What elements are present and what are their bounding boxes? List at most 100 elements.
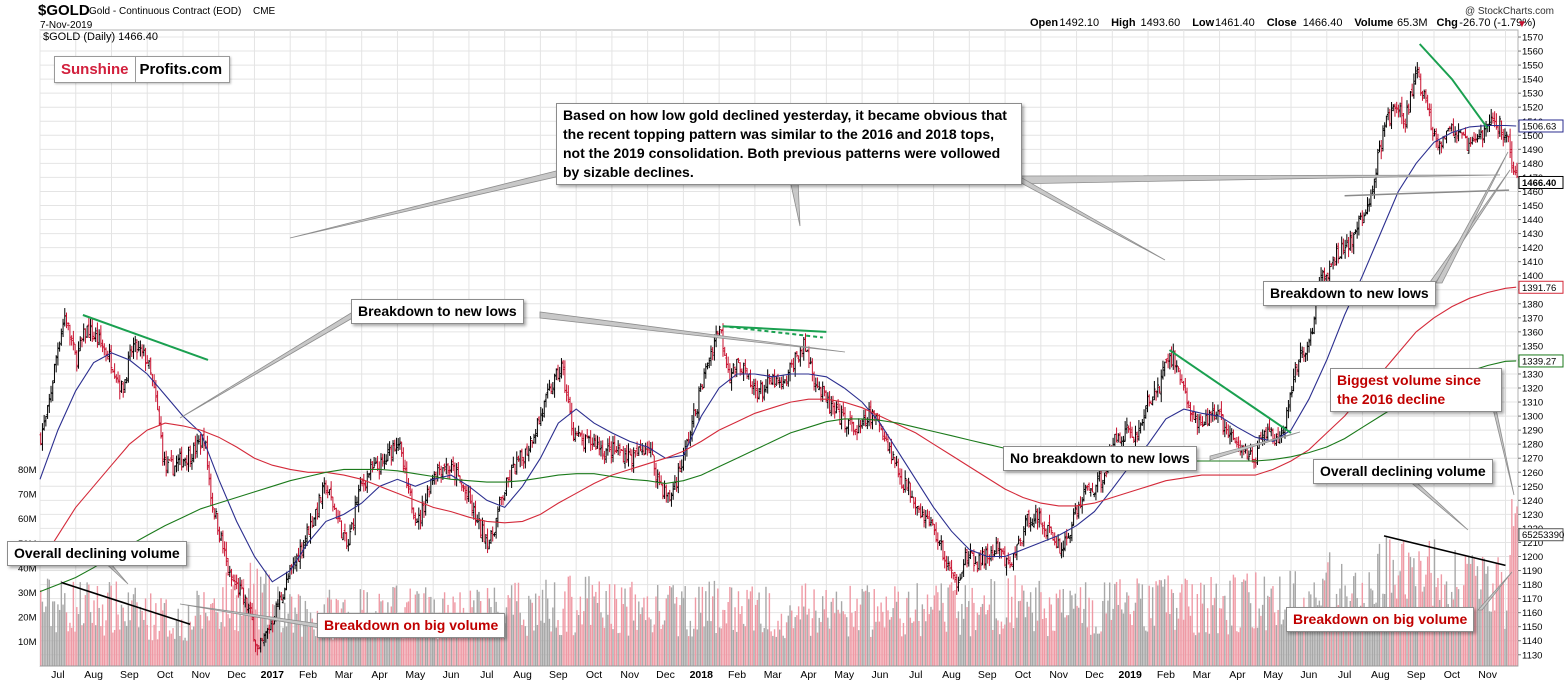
- price-tick-label: 1350: [1522, 341, 1543, 352]
- volume-bar: [1320, 605, 1322, 666]
- volume-bar: [1177, 618, 1180, 666]
- volume-bar: [251, 610, 253, 666]
- volume-bar: [1210, 577, 1212, 666]
- volume-bar: [105, 620, 107, 666]
- volume-bar: [944, 621, 946, 666]
- volume-bar: [129, 620, 131, 666]
- volume-bar: [356, 622, 358, 666]
- volume-bar: [1033, 631, 1035, 666]
- volume-bar: [445, 616, 448, 666]
- volume-bar: [1218, 608, 1221, 666]
- volume-bar: [1395, 598, 1398, 666]
- volume-bar: [557, 620, 559, 666]
- volume-bar: [878, 621, 881, 666]
- volume-bar: [174, 638, 176, 666]
- volume-bar: [411, 614, 413, 666]
- volume-bar: [883, 627, 886, 666]
- volume-bar: [58, 609, 61, 666]
- price-tick-label: 1530: [1522, 89, 1543, 100]
- volume-bar: [1432, 605, 1434, 666]
- volume-bar: [162, 610, 164, 666]
- volume-bar: [1493, 610, 1496, 666]
- volume-bar: [1356, 598, 1358, 666]
- volume-bar: [1136, 578, 1138, 666]
- volume-bar: [564, 591, 566, 666]
- volume-bar: [583, 611, 585, 666]
- date-tick-label: Jun: [872, 669, 889, 681]
- volume-bar: [60, 580, 63, 666]
- price-tick-label: 1380: [1522, 299, 1543, 310]
- volume-bar: [1158, 579, 1161, 666]
- volume-bar: [280, 632, 283, 666]
- volume-bar: [1272, 586, 1274, 666]
- volume-bar: [1251, 627, 1254, 666]
- volume-bar: [1079, 587, 1082, 666]
- volume-bar: [187, 605, 190, 666]
- price-tick-label: 1210: [1522, 538, 1543, 549]
- volume-bar: [1284, 609, 1286, 666]
- price-tick-label: 1500: [1522, 131, 1543, 142]
- volume-bar: [1012, 628, 1015, 666]
- volume-bar: [1176, 607, 1178, 666]
- volume-bar: [579, 596, 582, 666]
- volume-bar: [787, 615, 790, 666]
- date-tick-label: May: [405, 669, 426, 681]
- volume-bar: [632, 620, 635, 666]
- volume-bar: [1004, 624, 1006, 666]
- volume-bar: [1035, 587, 1037, 666]
- volume-bar: [1090, 634, 1092, 666]
- volume-bar: [136, 602, 138, 666]
- volume-bar: [1256, 627, 1259, 666]
- volume-bar: [593, 596, 595, 666]
- volume-bar: [895, 601, 898, 666]
- volume-bar: [1191, 584, 1193, 666]
- price-tick-label: 1440: [1522, 215, 1543, 226]
- volume-bar: [64, 593, 66, 666]
- volume-bar: [1275, 625, 1278, 666]
- volume-bar: [158, 630, 160, 666]
- volume-bar: [474, 624, 477, 666]
- volume-bar: [278, 592, 281, 666]
- volume-bar: [220, 622, 222, 666]
- volume-bar: [588, 576, 590, 666]
- volume-bar: [827, 617, 829, 666]
- volume-bar: [718, 627, 721, 666]
- volume-bar: [648, 617, 650, 666]
- volume-bar: [289, 594, 291, 666]
- ohlc-value-5: -26.70 (-1.79%): [1459, 17, 1535, 29]
- date-tick-label: 2019: [1119, 669, 1143, 681]
- volume-bar: [921, 604, 924, 666]
- ohlc-readout: Open 1492.10 High 1493.60 Low 1461.40 Close 146…: [1030, 17, 1536, 29]
- volume-bar: [1084, 582, 1087, 666]
- volume-bar: [100, 626, 102, 666]
- volume-bar: [1244, 580, 1247, 666]
- volume-bar: [907, 591, 910, 666]
- price-tick-label: 1460: [1522, 187, 1543, 198]
- volume-bar: [980, 606, 982, 666]
- volume-bar: [1064, 617, 1066, 666]
- volume-bar: [213, 598, 215, 666]
- volume-bar: [125, 625, 128, 666]
- ohlc-value-0: 1492.10: [1059, 17, 1099, 29]
- volume-bar: [1203, 584, 1205, 666]
- volume-bar: [1186, 580, 1188, 666]
- volume-bar: [911, 622, 913, 666]
- volume-bar: [919, 636, 922, 666]
- volume-bar: [507, 595, 509, 666]
- volume-bar: [223, 626, 226, 666]
- volume-bar: [96, 585, 99, 666]
- volume-bar: [364, 631, 367, 666]
- date-tick-label: Feb: [299, 669, 317, 681]
- volume-bar: [218, 628, 221, 666]
- volume-bar: [615, 599, 618, 666]
- volume-bar: [1074, 593, 1077, 666]
- volume-bar: [553, 582, 556, 666]
- date-tick-label: Mar: [764, 669, 783, 681]
- volume-bar: [120, 604, 123, 666]
- volume-bar: [502, 623, 504, 666]
- volume-bar: [1121, 609, 1123, 666]
- date-tick-label: Jun: [1300, 669, 1317, 681]
- volume-bar: [763, 628, 765, 666]
- volume-bar: [739, 613, 741, 666]
- volume-bar: [821, 596, 824, 666]
